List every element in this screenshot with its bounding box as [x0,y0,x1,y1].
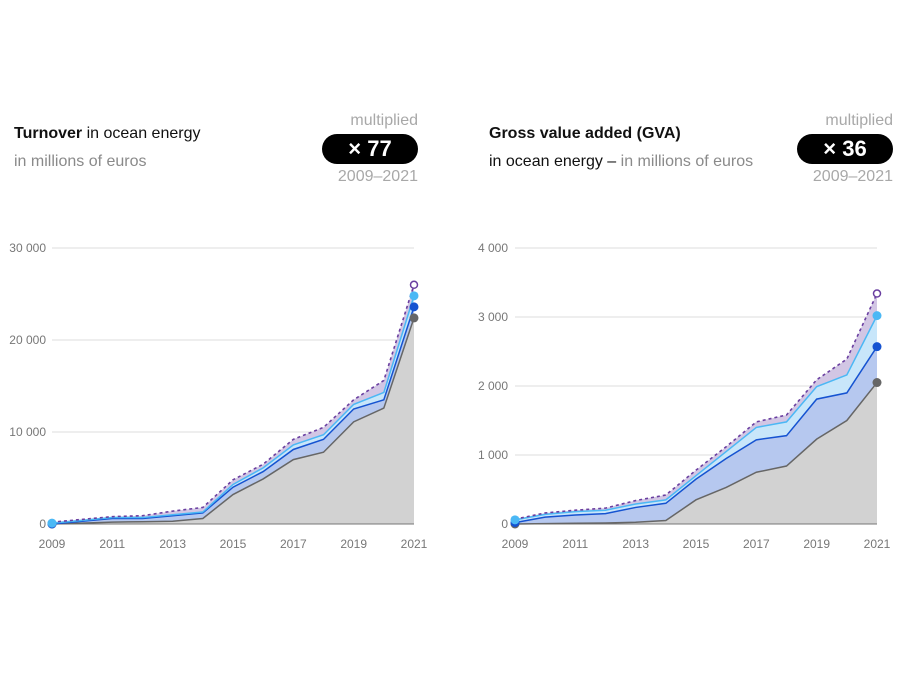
gva-title: Gross value added (GVA) in ocean energy … [489,120,753,176]
y-tick-label: 0 [501,517,508,531]
x-tick-label: 2011 [562,537,588,551]
end-marker-grey [409,313,419,323]
title-bold: Gross value added (GVA) [489,125,681,142]
subtitle-unit: in millions of euros [14,153,147,170]
area-purple-dashed [515,293,877,520]
y-tick-label: 10 000 [9,425,46,439]
turnover-title: Turnover in ocean energy in millions of … [14,120,200,176]
x-tick-label: 2017 [280,537,307,551]
y-tick-label: 30 000 [9,241,46,255]
multiplier-badge: × 77 [322,134,418,164]
end-marker-light-blue [409,291,419,301]
chart-0: 0 10 000 20 000 30 000 2009 2011 2013 2015 2017 2… [9,241,427,551]
y-tick-label: 1 000 [478,448,508,462]
end-marker-dark-blue [409,302,419,312]
y-tick-label: 2 000 [478,379,508,393]
area-grey [52,317,414,524]
end-marker-purple-dashed [872,289,882,298]
x-tick-label: 2019 [803,537,830,551]
line-dark-blue [514,346,878,524]
x-tick-label: 2015 [220,537,247,551]
gva-multiplier: multiplied × 36 2009–2021 [797,111,893,187]
end-marker-light-blue [872,311,882,321]
multiplier-badge: × 36 [797,134,893,164]
line-grey [51,317,415,525]
x-tick-label: 2019 [340,537,367,551]
period-label: 2009–2021 [812,168,893,185]
line-purple-dashed [514,293,878,520]
end-marker-purple-dashed [409,280,419,290]
start-marker-light-blue [510,515,520,525]
x-tick-label: 2021 [401,537,428,551]
x-tick-label: 2013 [622,537,649,551]
x-tick-label: 2009 [39,537,66,551]
title-rest: in ocean energy [82,125,201,142]
line-purple-dashed [51,284,415,523]
line-grey [514,382,878,525]
start-marker-light-blue [47,518,57,528]
end-marker-dark-blue [872,342,882,352]
y-tick-label: 4 000 [478,241,508,255]
chart-1: 0 1 000 2 000 3 000 4 000 2009 2011 2013 2015 201… [478,241,891,551]
x-tick-label: 2021 [864,537,891,551]
multiplied-label: multiplied [350,112,418,129]
period-label: 2009–2021 [337,168,418,185]
line-light-blue [51,295,415,524]
area-grey [515,382,877,524]
title-bold: Turnover [14,125,83,142]
line-dark-blue [51,306,415,525]
subtitle-dark: in ocean energy – [489,153,621,170]
x-tick-label: 2009 [502,537,529,551]
x-tick-label: 2013 [159,537,186,551]
turnover-multiplier: multiplied × 77 2009–2021 [322,111,418,187]
multiplied-label: multiplied [825,112,893,129]
line-light-blue [514,315,878,521]
x-tick-label: 2011 [99,537,125,551]
y-tick-label: 20 000 [9,333,46,347]
x-tick-label: 2015 [683,537,710,551]
subtitle-unit: in millions of euros [620,153,754,170]
y-tick-label: 0 [39,517,46,531]
x-tick-label: 2017 [743,537,770,551]
y-tick-label: 3 000 [478,310,508,324]
area-dark-blue [515,346,877,524]
end-marker-grey [872,378,882,388]
